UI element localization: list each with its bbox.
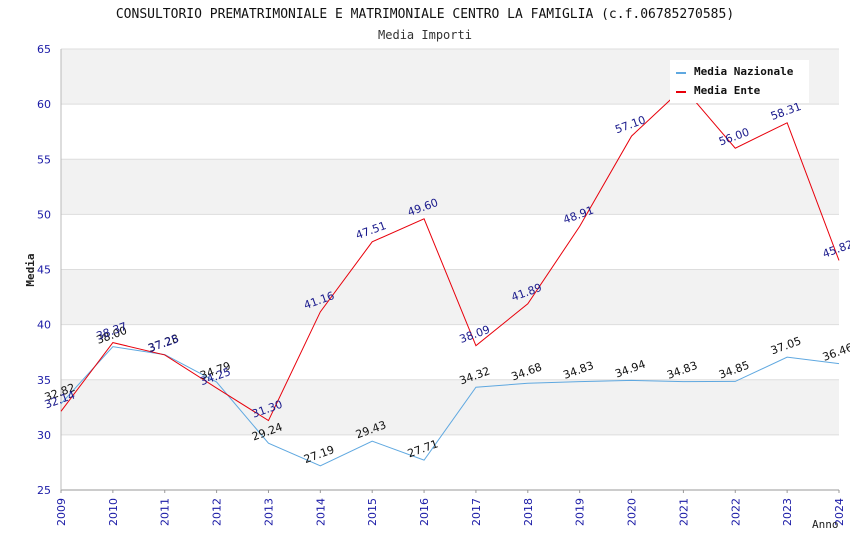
x-tick-label: 2017 — [470, 498, 483, 526]
x-tick-label: 2010 — [107, 498, 120, 526]
plot-background-bands — [61, 49, 839, 490]
series-lines — [60, 86, 840, 467]
x-tick-label: 2024 — [833, 498, 846, 526]
legend-label-media-ente: Media Ente — [694, 84, 761, 97]
x-tick-label: 2015 — [366, 498, 379, 526]
chart-subtitle: Media Importi — [378, 28, 472, 42]
plot-band — [61, 214, 839, 270]
plot-band — [61, 104, 839, 160]
y-tick-label: 65 — [37, 43, 51, 56]
y-tick-label: 35 — [37, 374, 51, 387]
plot-band — [61, 379, 839, 435]
y-axis-label: Media — [24, 253, 37, 286]
x-tick-label: 2019 — [574, 498, 587, 526]
x-tick-label: 2023 — [781, 498, 794, 526]
x-tick-label: 2021 — [677, 498, 690, 526]
plot-band — [61, 269, 839, 325]
y-tick-label: 45 — [37, 264, 51, 277]
x-tick-label: 2016 — [418, 498, 431, 526]
x-tick-label: 2020 — [626, 498, 639, 526]
series-line-media-nazionale — [60, 346, 840, 467]
plot-band — [61, 434, 839, 490]
x-tick-label: 2009 — [55, 498, 68, 526]
x-tick-label: 2012 — [211, 498, 224, 526]
y-tick-label: 50 — [37, 208, 51, 221]
plot-band — [61, 159, 839, 215]
y-tick-label: 60 — [37, 98, 51, 111]
x-tick-label: 2011 — [159, 498, 172, 526]
legend-label-media-nazionale: Media Nazionale — [694, 65, 794, 78]
y-tick-label: 55 — [37, 153, 51, 166]
chart-title: CONSULTORIO PREMATRIMONIALE E MATRIMONIA… — [116, 7, 734, 22]
y-tick-label: 40 — [37, 319, 51, 332]
x-tick-label: 2013 — [262, 498, 275, 526]
x-axis-label: Anno — [812, 518, 839, 531]
y-tick-labels: 25 30 35 40 45 50 55 60 65 — [37, 43, 51, 497]
y-tick-label: 30 — [37, 429, 51, 442]
x-tick-label: 2014 — [314, 498, 327, 526]
series-line-media-ente — [60, 86, 840, 422]
x-tick-label: 2018 — [522, 498, 535, 526]
plot-band — [61, 324, 839, 380]
x-tick-label: 2022 — [729, 498, 742, 526]
legend-box — [670, 60, 809, 103]
x-tick-labels: 2009 2010 2011 2012 2013 2014 2015 2016 2017 2018… — [55, 490, 846, 526]
y-tick-label: 25 — [37, 484, 51, 497]
legend: Media Nazionale Media Ente — [670, 60, 809, 103]
